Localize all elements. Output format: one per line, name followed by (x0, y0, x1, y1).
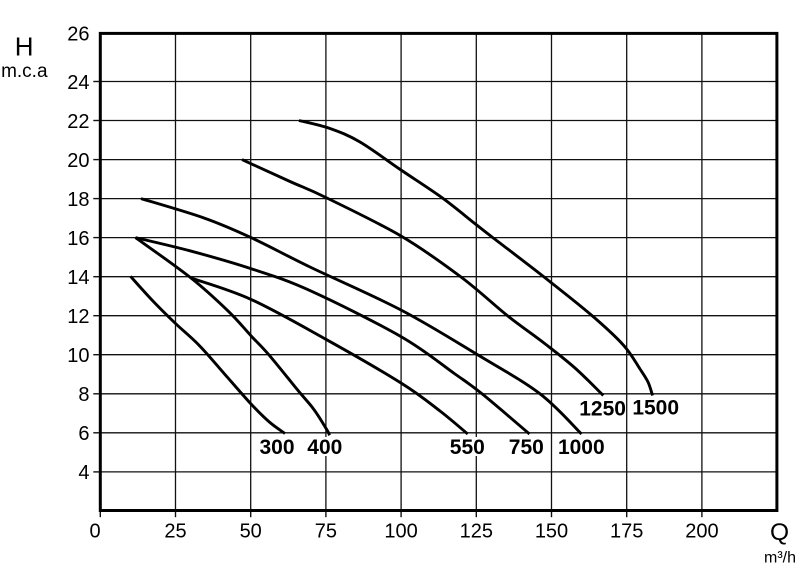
svg-text:Q: Q (770, 519, 789, 546)
svg-text:20: 20 (67, 150, 89, 172)
svg-text:H: H (15, 31, 34, 61)
svg-text:125: 125 (460, 521, 493, 543)
svg-text:22: 22 (67, 111, 89, 133)
svg-text:400: 400 (307, 436, 342, 459)
svg-text:200: 200 (685, 521, 718, 543)
svg-text:75: 75 (315, 521, 337, 543)
svg-text:14: 14 (67, 267, 89, 289)
svg-text:12: 12 (67, 306, 89, 328)
svg-text:26: 26 (67, 24, 89, 46)
svg-text:550: 550 (450, 436, 485, 459)
svg-text:50: 50 (240, 521, 262, 543)
svg-text:m³/h: m³/h (764, 550, 796, 567)
svg-text:24: 24 (67, 72, 89, 94)
svg-text:750: 750 (509, 436, 544, 459)
svg-text:1000: 1000 (558, 436, 605, 459)
svg-text:m.c.a: m.c.a (1, 61, 48, 82)
svg-text:300: 300 (259, 436, 294, 459)
svg-text:8: 8 (78, 384, 89, 406)
svg-text:150: 150 (535, 521, 568, 543)
svg-text:4: 4 (78, 462, 89, 484)
svg-text:0: 0 (89, 521, 100, 543)
svg-text:1250: 1250 (579, 398, 626, 421)
svg-text:100: 100 (384, 521, 417, 543)
svg-text:25: 25 (164, 521, 186, 543)
svg-text:18: 18 (67, 189, 89, 211)
svg-text:6: 6 (78, 423, 89, 445)
svg-text:1500: 1500 (632, 397, 679, 420)
svg-text:16: 16 (67, 228, 89, 250)
svg-text:175: 175 (610, 521, 643, 543)
svg-text:10: 10 (67, 345, 89, 367)
